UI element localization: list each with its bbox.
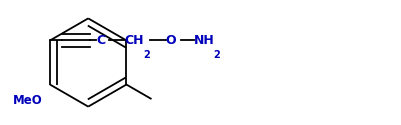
- Text: NH: NH: [194, 34, 214, 47]
- Text: MeO: MeO: [13, 94, 43, 106]
- Text: 2: 2: [213, 50, 220, 60]
- Text: CH: CH: [124, 34, 144, 47]
- Text: C: C: [96, 34, 105, 47]
- Text: O: O: [166, 34, 176, 47]
- Text: 2: 2: [144, 50, 150, 60]
